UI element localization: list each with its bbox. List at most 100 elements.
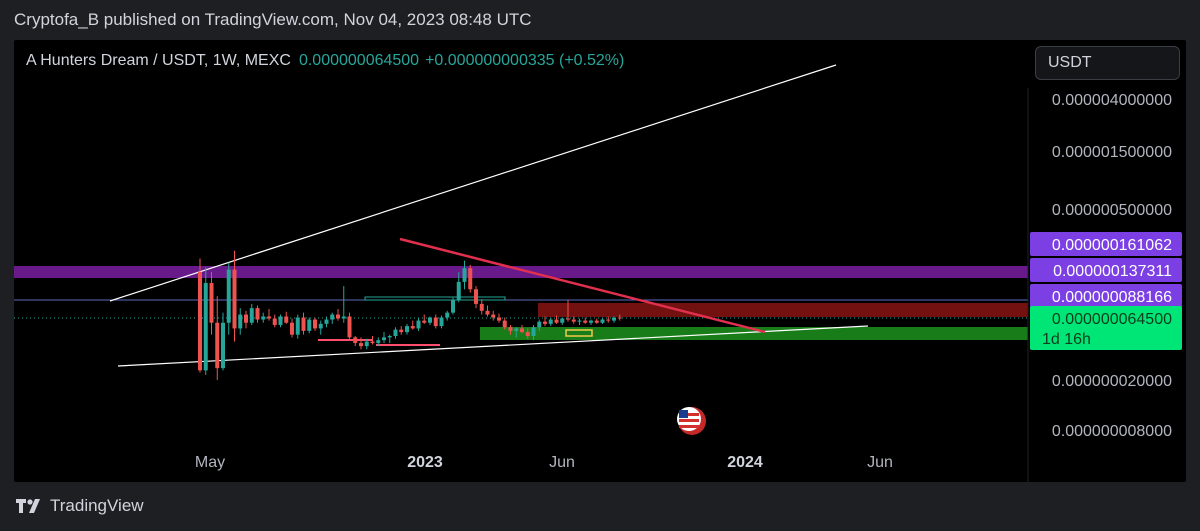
candle-body (226, 269, 231, 323)
candle-body (261, 316, 266, 320)
candle-body (376, 340, 381, 344)
candle-body (445, 312, 450, 318)
candle-body (324, 319, 329, 324)
green-support-zone (480, 327, 1028, 340)
chart-pane[interactable] (14, 40, 1186, 482)
currency-selector[interactable]: USDT (1035, 46, 1180, 80)
candle-body (491, 314, 496, 318)
candle-body (468, 268, 473, 290)
candle-body (548, 319, 553, 324)
candle-body (439, 317, 444, 327)
bar-countdown: 1d 16h (1042, 331, 1091, 348)
candle-body (301, 317, 306, 331)
price-label-137311-bg (1030, 258, 1182, 282)
candle-body (307, 319, 312, 331)
symbol-title: A Hunters Dream / USDT, 1W, MEXC (26, 52, 291, 69)
price-label-137311: 0.000000137311 (1053, 263, 1172, 280)
candle-body (359, 343, 363, 347)
candle-body (577, 320, 582, 322)
x-axis[interactable]: May 2023 Jun 2024 Jun (195, 454, 893, 471)
candle-body (255, 308, 260, 320)
candle-body (543, 321, 547, 324)
candle-body (364, 341, 369, 347)
price-label-161062-bg (1030, 232, 1182, 256)
last-price-label: 0.000000064500 (1052, 311, 1172, 328)
candle-body (410, 326, 415, 329)
candle-body (612, 317, 616, 321)
y-tick-label: 0.000000008000 (1052, 423, 1172, 440)
candle-body (278, 316, 283, 325)
candle-body (474, 289, 478, 304)
candle-body (594, 320, 599, 323)
candle-body (433, 317, 438, 327)
candle-body (428, 317, 432, 323)
candle-body (198, 272, 202, 371)
candle-body (284, 316, 289, 323)
x-tick-label: Jun (867, 454, 893, 471)
candle-body (267, 316, 271, 319)
candle-body (566, 318, 570, 320)
candle-body (313, 319, 317, 329)
candle-body (336, 314, 340, 319)
publish-info: Cryptofa_B published on TradingView.com,… (14, 10, 532, 29)
us-flag-icon[interactable] (677, 407, 706, 435)
candle-body (514, 328, 519, 331)
x-tick-label: 2023 (407, 454, 443, 471)
candle-body (209, 283, 214, 323)
candle-body (370, 341, 375, 344)
candle-body (537, 321, 542, 328)
candle-body (295, 317, 300, 335)
candle-body (497, 317, 501, 321)
x-tick-label: Jun (549, 454, 575, 471)
last-price-label-bg (1030, 306, 1182, 350)
candle-body (554, 319, 559, 323)
candle-body (617, 317, 622, 319)
candle-body (451, 299, 455, 313)
x-tick-label: 2024 (727, 454, 763, 471)
candle-body (232, 269, 237, 329)
y-axis[interactable]: 0.000004000000 0.000001500000 0.00000050… (1052, 92, 1172, 440)
yellow-box (565, 329, 593, 337)
candle-body (479, 303, 484, 311)
candle-body (462, 268, 467, 282)
symbol-legend[interactable]: A Hunters Dream / USDT, 1W, MEXC 0.000000… (26, 52, 624, 70)
candle-body (520, 328, 524, 333)
candle-body (399, 329, 404, 333)
price-change: +0.000000000335 (+0.52%) (425, 52, 625, 69)
candle-body (221, 322, 225, 369)
candle-body (203, 283, 208, 371)
candle-body (571, 319, 576, 322)
candles-group (198, 250, 622, 381)
candle-body (330, 314, 335, 320)
candle-body (508, 327, 513, 331)
y-tick-label: 0.000004000000 (1052, 92, 1172, 109)
tradingview-logo-icon (16, 499, 40, 513)
candle-body (318, 323, 323, 329)
candle-body (502, 320, 507, 328)
candle-body (387, 336, 392, 338)
upper-channel-line (109, 64, 837, 302)
candle-body (416, 320, 421, 329)
candle-body (456, 281, 461, 300)
candle-body (353, 337, 358, 344)
candle-body (249, 308, 254, 323)
candle-body (606, 319, 611, 321)
purple-level-band (14, 266, 1028, 278)
red-resistance-zone (538, 303, 1028, 317)
footer-brand: TradingView (14, 494, 144, 518)
lower-support-line (117, 325, 869, 367)
orange-box-1 (364, 296, 506, 301)
y-tick-label: 0.000001500000 (1052, 144, 1172, 161)
candle-body (583, 320, 588, 323)
candle-body (393, 329, 398, 337)
candle-body (405, 326, 409, 333)
y-tick-label: 0.000000500000 (1052, 202, 1172, 219)
price-label-088166: 0.000000088166 (1052, 289, 1172, 306)
candle-body (272, 318, 277, 325)
y-tick-label: 0.000000020000 (1052, 373, 1172, 390)
candle-body (422, 320, 427, 323)
price-label-161062: 0.000000161062 (1052, 237, 1172, 254)
candle-body (382, 337, 386, 341)
candle-body (600, 319, 605, 323)
